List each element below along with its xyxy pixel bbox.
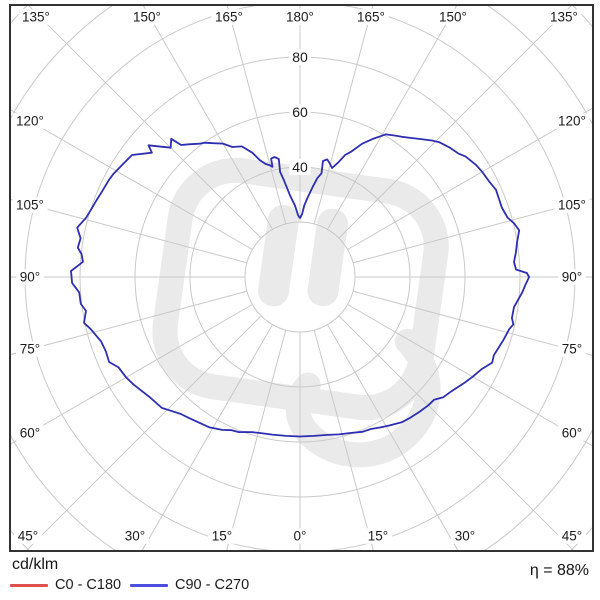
grid-spoke	[11, 304, 253, 445]
angle-label-left-bg	[12, 113, 48, 129]
angle-label-right: 120°	[558, 114, 586, 129]
angle-label-bottom-bg	[451, 528, 479, 544]
legend-item-c90-c270: C90 - C270	[130, 577, 249, 593]
angle-label-right: 90°	[562, 270, 582, 285]
axis-labels: 135° 150° 165° 180° 165° 150° 135° 45° 30° 15° 0° 1…	[12, 9, 590, 544]
grid-spoke	[347, 107, 592, 250]
angle-label-left: 60°	[20, 426, 40, 441]
angle-label-top: 165°	[357, 10, 385, 25]
plot-border	[9, 4, 594, 552]
angle-label-left: 105°	[16, 198, 44, 213]
curve-C90-C270	[70, 133, 530, 438]
units-label: cd/klm	[12, 556, 59, 573]
angle-label-top-bg	[211, 9, 247, 25]
angle-label-bottom: 30°	[125, 529, 145, 544]
radial-tick-label-bg	[289, 104, 311, 120]
angle-label-bottom-bg	[364, 528, 392, 544]
angle-label-top: 150°	[439, 10, 467, 25]
angle-label-right-bg	[554, 113, 590, 129]
plot-background	[10, 5, 593, 551]
grid-spoke	[226, 329, 287, 550]
grid-spoke	[313, 329, 374, 550]
grid-spoke	[28, 6, 262, 239]
grid-spoke	[141, 324, 273, 550]
grid-spoke	[327, 6, 458, 230]
angle-label-left: 75°	[20, 342, 40, 357]
angle-label-top: 150°	[133, 10, 161, 25]
grid-spoke	[11, 109, 253, 250]
grid-spoke	[26, 315, 262, 550]
intensity-curves	[70, 133, 530, 438]
angle-label-right: 60°	[562, 426, 582, 441]
grid-spoke	[313, 6, 374, 225]
angle-label-top: 135°	[22, 10, 50, 25]
angle-label-top-bg	[129, 9, 165, 25]
angle-label-top-bg	[353, 9, 389, 25]
angle-label-bottom: 0°	[294, 529, 307, 544]
angle-label-bottom-bg	[208, 528, 236, 544]
angle-label-bottom: 45°	[562, 529, 582, 544]
angle-label-bottom: 45°	[18, 529, 38, 544]
angle-label-right-bg	[558, 341, 586, 357]
angle-label-right-bg	[558, 269, 586, 285]
legend-swatch-c0-c180	[10, 583, 48, 587]
angle-label-top-bg	[546, 9, 582, 25]
angle-label-top: 180°	[286, 10, 314, 25]
angle-label-left-bg	[16, 425, 44, 441]
radial-tick-label: 80	[292, 49, 308, 65]
angle-label-bottom: 15°	[368, 529, 388, 544]
grid-spoke	[347, 304, 592, 447]
angle-label-right-bg	[554, 197, 590, 213]
angle-label-right-bg	[558, 425, 586, 441]
angle-label-right: 75°	[562, 342, 582, 357]
grid-spoke	[338, 315, 574, 550]
angle-label-bottom-bg	[558, 528, 586, 544]
angle-label-left-bg	[12, 197, 48, 213]
radial-tick-label-bg	[289, 159, 311, 175]
legend-label-c0-c180: C0 - C180	[55, 577, 122, 593]
angle-label-left: 120°	[16, 114, 44, 129]
legend-item-c0-c180: C0 - C180	[10, 577, 121, 593]
grid-spoke	[327, 324, 459, 550]
legend-label-c90-c270: C90 - C270	[175, 577, 250, 593]
radial-tick-label: 60	[292, 104, 308, 120]
angle-label-top: 135°	[550, 10, 578, 25]
grid-spoke	[142, 6, 273, 230]
angle-label-right: 105°	[558, 198, 586, 213]
angle-label-top-bg	[435, 9, 471, 25]
grid-spoke	[338, 6, 572, 239]
angle-label-left: 90°	[20, 270, 40, 285]
angle-label-bottom-bg	[14, 528, 42, 544]
angle-label-bottom-bg	[289, 528, 311, 544]
legend-swatch-c90-c270	[130, 583, 168, 587]
radial-tick-label-bg	[289, 49, 311, 65]
angle-label-left-bg	[16, 341, 44, 357]
angle-label-bottom: 30°	[455, 529, 475, 544]
angle-label-bottom-bg	[121, 528, 149, 544]
grid-spoke	[226, 6, 287, 225]
angle-label-top-bg	[282, 9, 318, 25]
angle-label-left-bg	[16, 269, 44, 285]
radial-tick-label: 40	[292, 159, 308, 175]
angle-label-top-bg	[18, 9, 54, 25]
efficiency-value: η = 88%	[529, 562, 589, 579]
angle-label-top: 165°	[215, 10, 243, 25]
angle-label-bottom: 15°	[212, 529, 232, 544]
